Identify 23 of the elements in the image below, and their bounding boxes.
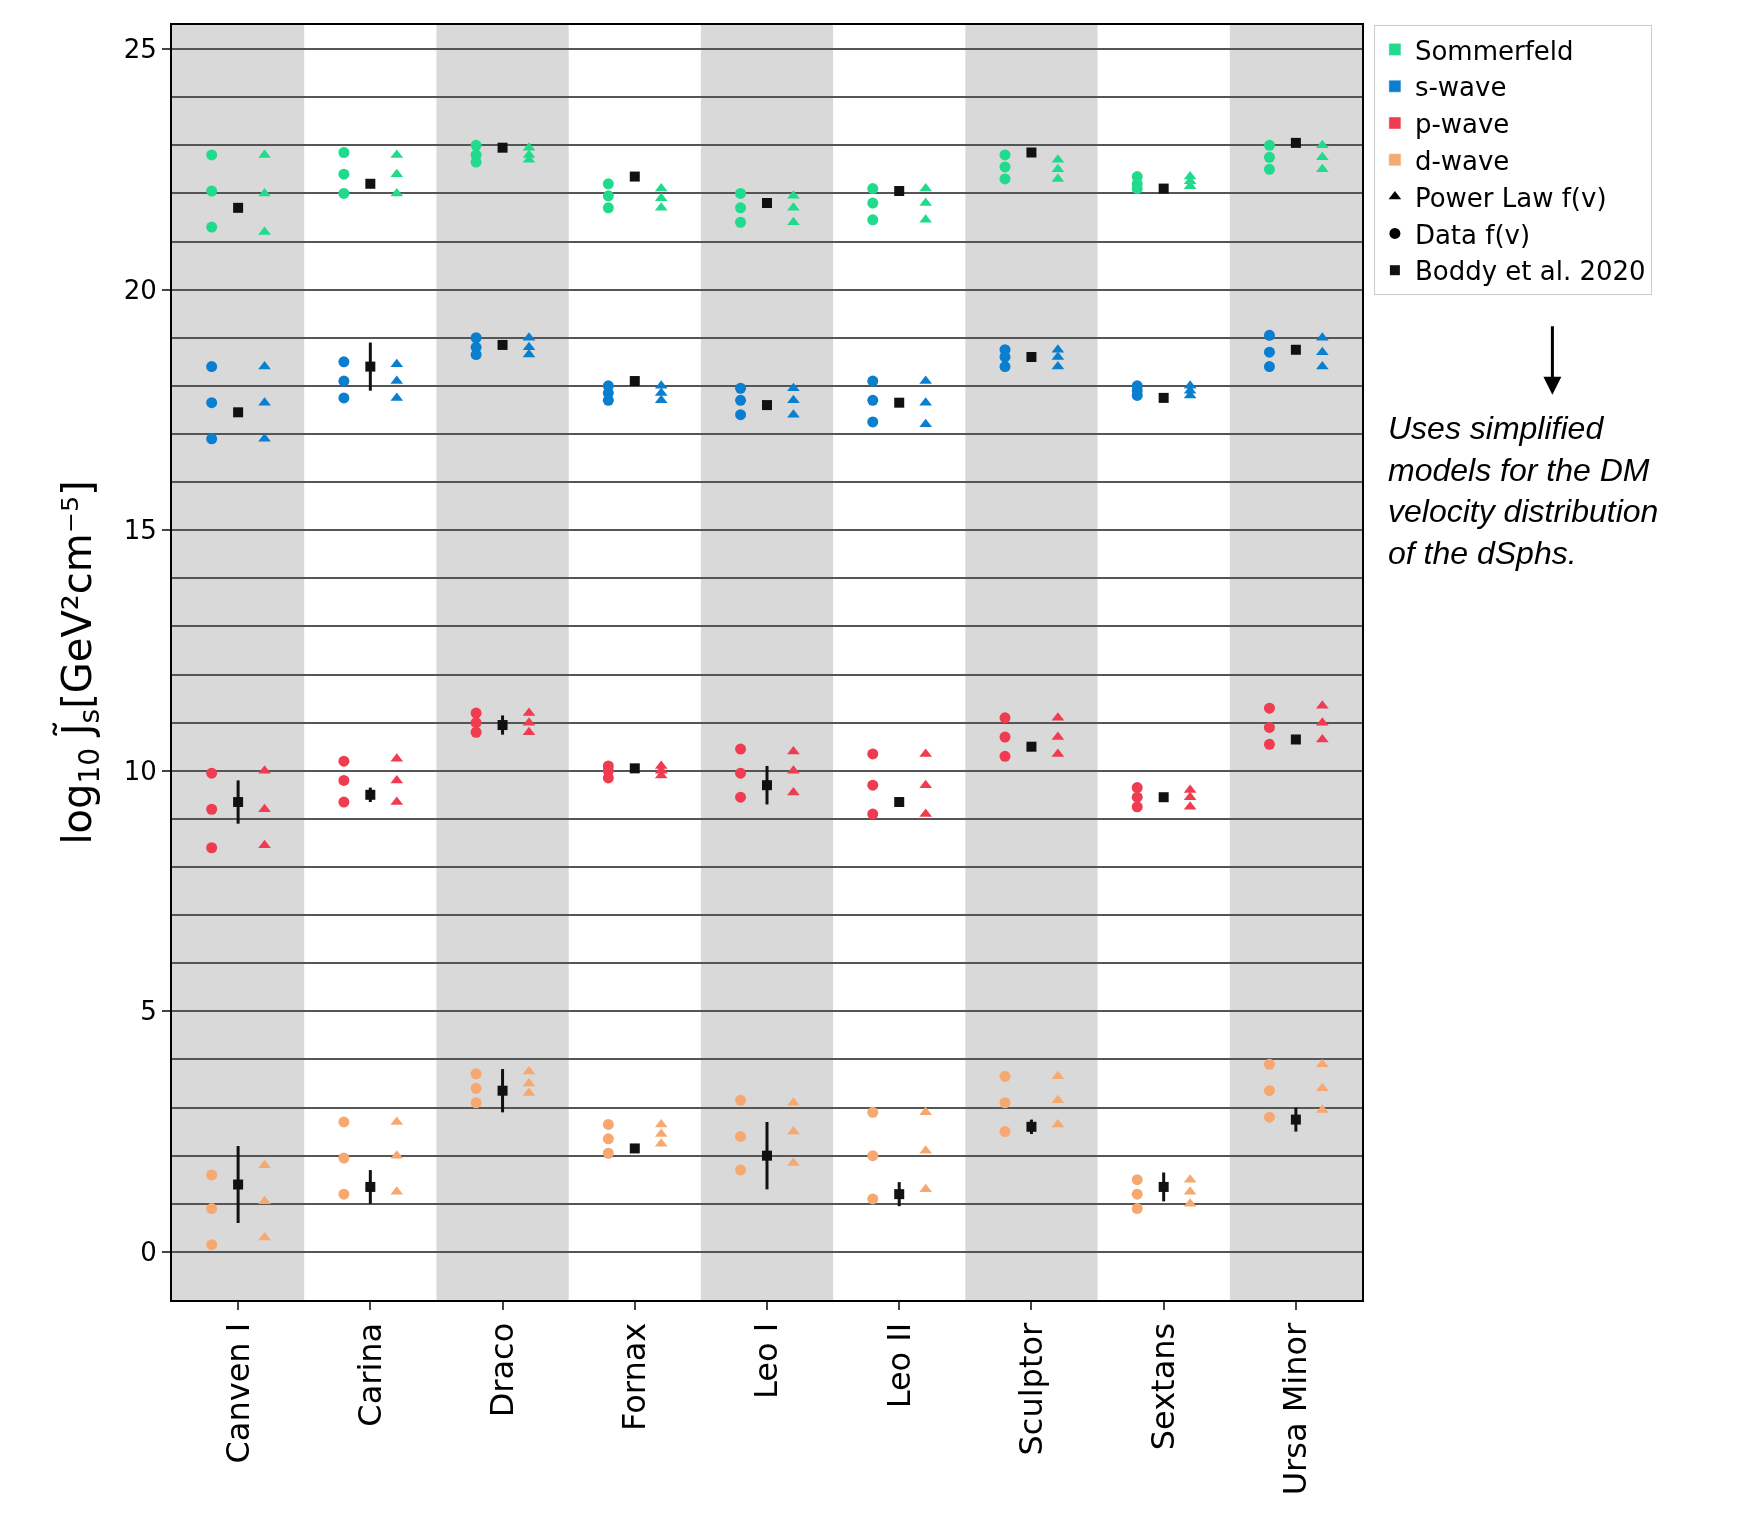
x-tick-label: Carina — [350, 1322, 389, 1427]
x-tick-label: Canven I — [218, 1322, 257, 1464]
text: Uses simplified models for the DM velocity distribution of the dSphs. — [1388, 410, 1659, 571]
y-tick-label: 0 — [140, 1236, 157, 1267]
x-tick-label: Leo II — [879, 1322, 918, 1409]
x-tick-label: Sextans — [1144, 1322, 1183, 1451]
legend-label: Power Law f(v) — [1414, 182, 1607, 213]
legend-label: s-wave — [1414, 72, 1507, 103]
legend-label: Boddy et al. 2020 — [1414, 256, 1646, 287]
y-tick-label: 20 — [123, 274, 157, 305]
legend-label: d-wave — [1414, 145, 1510, 176]
legend-label: p-wave — [1414, 109, 1510, 140]
y-tick-label: 10 — [123, 755, 157, 786]
legend-label: Sommerfeld — [1414, 35, 1574, 66]
y-tick-label: 5 — [140, 996, 157, 1027]
x-tick-label: Sculptor — [1011, 1321, 1050, 1456]
legend-label: Data f(v) — [1414, 219, 1531, 250]
y-tick-label: 25 — [123, 34, 157, 65]
x-tick-label: Leo I — [747, 1322, 786, 1399]
x-tick-label: Ursa Minor — [1276, 1321, 1315, 1496]
y-tick-label: 15 — [123, 515, 157, 546]
x-tick-label: Fornax — [615, 1322, 654, 1432]
x-tick-label: Draco — [482, 1322, 521, 1418]
